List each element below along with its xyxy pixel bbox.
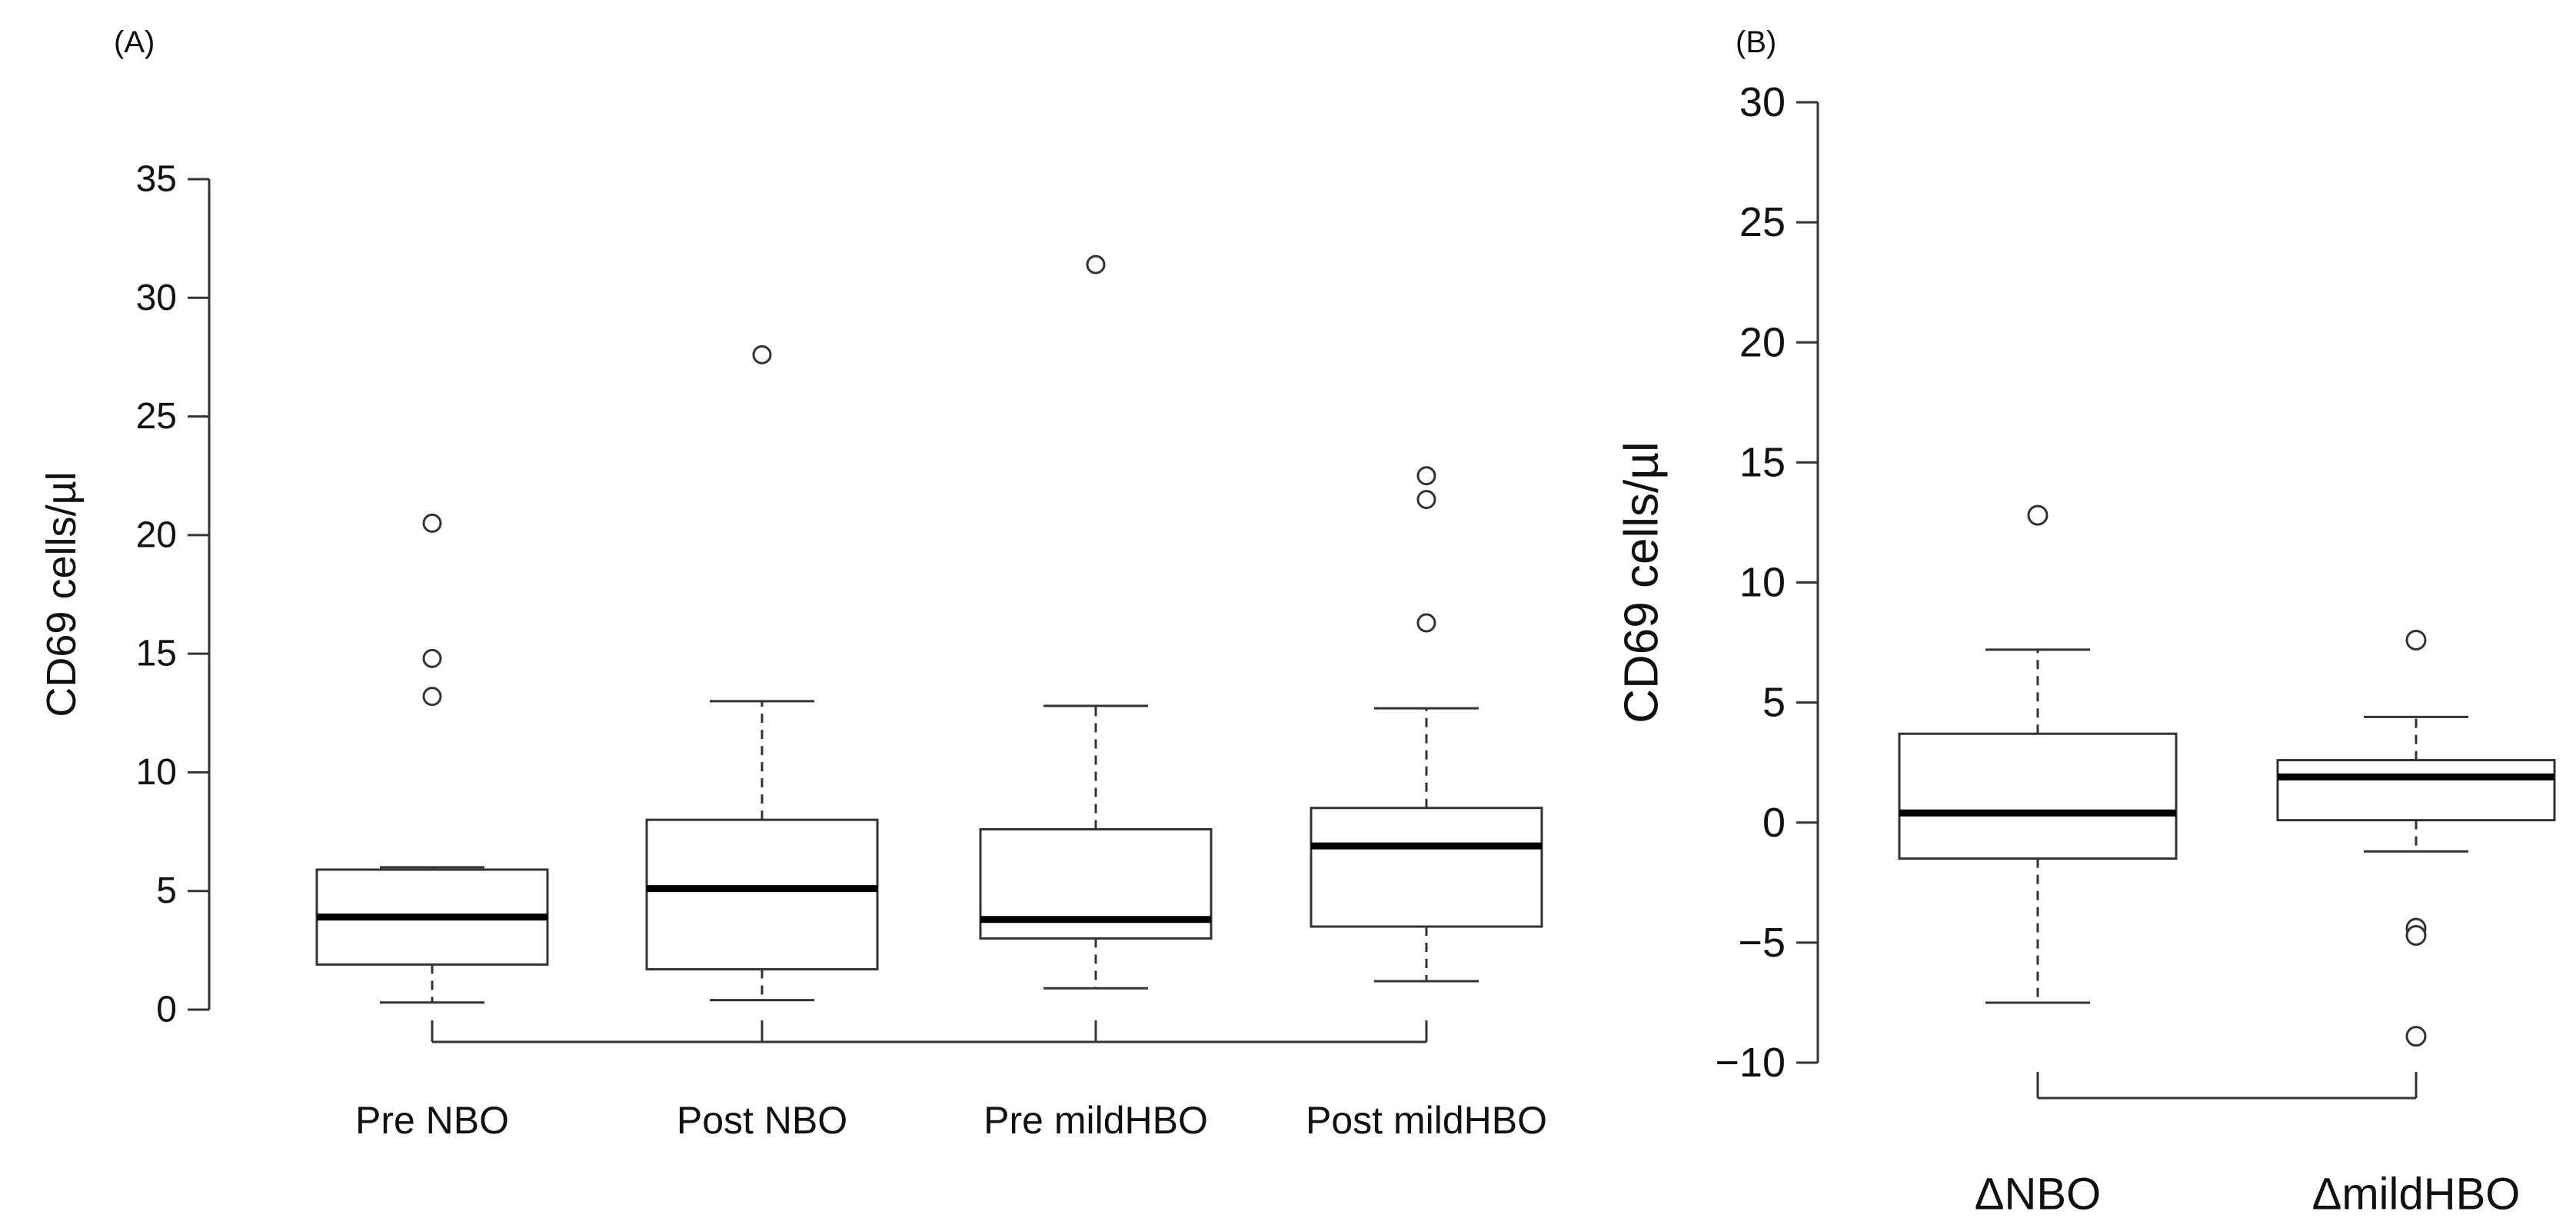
- panel-b-label: (B): [1736, 25, 1776, 59]
- y-tick-label-b: 10: [1739, 560, 1786, 606]
- box-b: [2276, 759, 2556, 822]
- box-b: [1898, 732, 2178, 860]
- y-tick-label-b: 25: [1739, 199, 1786, 245]
- outlier-point-a: [1416, 490, 1436, 510]
- outlier-point-b: [2405, 925, 2427, 947]
- outlier-point-a: [1416, 613, 1436, 633]
- box-a: [645, 818, 879, 971]
- y-tick-label-b: 20: [1739, 319, 1786, 365]
- y-tick-label-a: 20: [136, 514, 177, 555]
- panel-a-label: (A): [114, 25, 155, 59]
- outlier-point-b: [2405, 1026, 2427, 1047]
- y-tick-label-a: 0: [156, 990, 177, 1030]
- x-category-label-a: Post mildHBO: [1306, 1099, 1547, 1142]
- outlier-point-b: [2027, 504, 2048, 526]
- x-category-label-a: Post NBO: [677, 1099, 847, 1142]
- y-tick-label-b: −5: [1738, 920, 1786, 966]
- x-category-label-a: Pre NBO: [355, 1099, 509, 1142]
- x-category-label-b: ΔNBO: [1975, 1170, 2101, 1220]
- panel-b: (B) −10 −5 0 5 10 15 20 25 30 CD69 cells/µl ΔNBO Δmi…: [1616, 25, 2556, 1220]
- outlier-point-b: [2405, 629, 2427, 651]
- y-tick-label-a: 30: [136, 278, 177, 318]
- outlier-point-a: [1086, 255, 1106, 275]
- y-tick-label-a: 10: [136, 752, 177, 793]
- box-a: [1310, 807, 1543, 928]
- outlier-point-a: [752, 344, 772, 364]
- y-axis-title-b: CD69 cells/µl: [1616, 441, 1669, 724]
- outlier-point-a: [422, 648, 442, 668]
- y-tick-label-b: 30: [1739, 79, 1786, 125]
- y-tick-label-b: 0: [1762, 800, 1786, 846]
- x-category-label-a: Pre mildHBO: [983, 1099, 1208, 1142]
- y-tick-label-b: 5: [1762, 680, 1786, 726]
- y-tick-label-b: 15: [1739, 439, 1786, 485]
- outlier-point-a: [422, 687, 442, 707]
- panel-a: (A) 0 5 10 15 20 25 30 35 CD69 cells/µl Pre NBO Pos…: [38, 25, 1547, 1142]
- y-tick-label-a: 5: [156, 870, 177, 911]
- outlier-point-a: [1416, 466, 1436, 486]
- y-tick-label-a: 25: [136, 396, 177, 437]
- y-tick-label-a: 35: [136, 159, 177, 200]
- x-category-label-b: ΔmildHBO: [2312, 1170, 2521, 1220]
- y-axis-title-a: CD69 cells/µl: [38, 471, 85, 717]
- outlier-point-a: [422, 513, 442, 533]
- y-tick-label-a: 15: [136, 634, 177, 674]
- y-tick-label-b: −10: [1715, 1040, 1786, 1086]
